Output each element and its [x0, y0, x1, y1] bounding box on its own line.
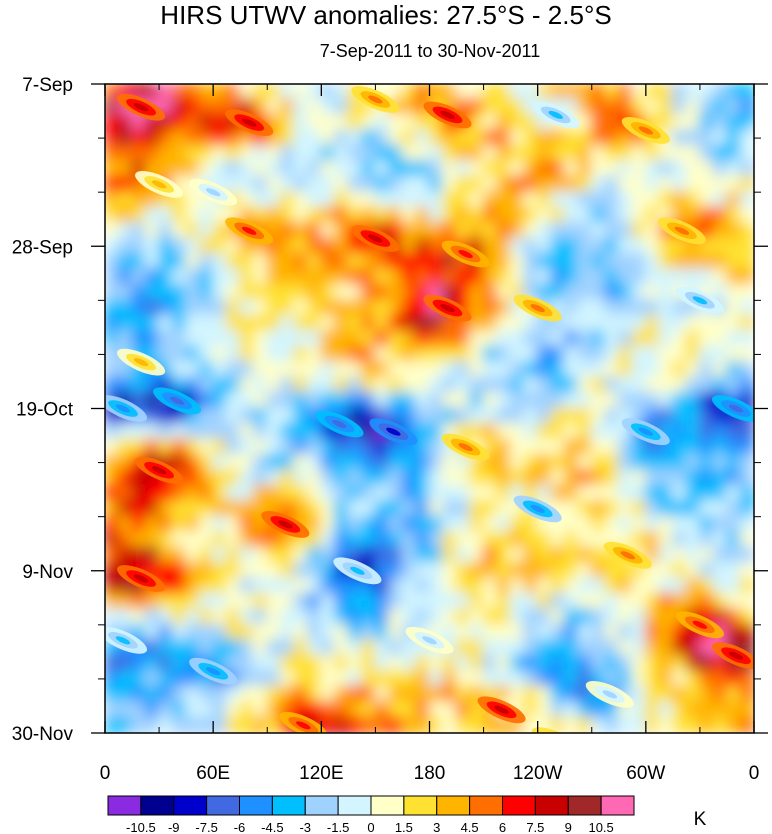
- anomaly-feature-36-level-2: [547, 735, 563, 746]
- anomaly-feature-0-level-2: [133, 103, 149, 112]
- anomaly-feature-27-level-2: [350, 566, 365, 575]
- chart-subtitle: 7-Sep-2011 to 30-Nov-2011: [319, 41, 541, 61]
- x-tick-label-5: 60W: [626, 763, 665, 784]
- colorbar-swatch-15: [600, 795, 635, 816]
- colorbar-label-2: -7.5: [195, 820, 217, 834]
- anomaly-field: [105, 84, 754, 733]
- colorbar-swatch-1: [140, 795, 175, 816]
- anomaly-feature-21-level-2: [638, 427, 654, 436]
- axes: 0 60E 120E 180 120W 60W 0 7-Sep 28-Sep 19-Oct 9-No…: [12, 75, 768, 784]
- colorbar-swatch-8: [370, 795, 405, 816]
- colorbar-swatch-13: [534, 795, 569, 816]
- x-tick-label-3: 180: [414, 763, 446, 784]
- colorbar: -10.5 -9 -7.5 -6 -4.5 -3 -1.5 0 1.5 3 4.5 6 7.5 9 10.5…: [107, 795, 707, 834]
- x-tick-label-0: 0: [100, 763, 111, 784]
- colorbar-units: K: [694, 809, 707, 830]
- anomaly-feature-37-level-2: [422, 636, 437, 645]
- anomaly-feature-30-level-2: [728, 651, 744, 660]
- anomaly-feature-34-level-2: [115, 636, 131, 645]
- anomaly-feature-10-level-2: [530, 304, 545, 313]
- anomaly-feature-19-level-2: [386, 427, 401, 436]
- colorbar-swatch-0: [107, 795, 142, 816]
- colorbar-label-9: 3: [433, 820, 440, 834]
- anomaly-feature-22-level-2: [151, 466, 167, 475]
- y-tick-label-0: 7-Sep: [22, 75, 73, 96]
- anomaly-feature-25-level-2: [458, 443, 473, 452]
- anomaly-feature-11-level-2: [692, 296, 708, 305]
- anomaly-features: [105, 86, 754, 746]
- colorbar-label-4: -4.5: [261, 820, 283, 834]
- colorbar-swatch-11: [469, 795, 504, 816]
- anomaly-feature-16-level-2: [169, 396, 185, 405]
- anomaly-feature-35-level-2: [602, 690, 618, 699]
- colorbar-swatch-6: [304, 795, 339, 816]
- x-tick-label-4: 120W: [513, 763, 563, 784]
- colorbar-label-0: -10.5: [126, 820, 156, 834]
- x-tick-label-1: 60E: [196, 763, 230, 784]
- anomaly-feature-7-level-2: [368, 234, 383, 243]
- colorbar-label-14: 10.5: [588, 820, 613, 834]
- colorbar-label-5: -3: [299, 820, 311, 834]
- anomaly-feature-15-level-2: [133, 358, 149, 367]
- y-tick-label-2: 19-Oct: [16, 400, 74, 421]
- colorbar-swatch-9: [403, 795, 438, 816]
- colorbar-label-3: -6: [234, 820, 246, 834]
- anomaly-feature-6-level-2: [241, 226, 257, 235]
- anomaly-feature-2-level-2: [368, 95, 383, 104]
- anomaly-feature-4-level-2: [548, 110, 563, 119]
- anomaly-feature-17-level-2: [115, 404, 131, 413]
- anomaly-feature-29-level-2: [692, 620, 708, 629]
- colorbar-label-13: 9: [565, 820, 572, 834]
- colorbar-swatch-3: [206, 795, 241, 816]
- colorbar-label-10: 4.5: [461, 820, 479, 834]
- colorbar-label-7: 0: [367, 820, 374, 834]
- anomaly-feature-32-level-2: [296, 721, 311, 730]
- anomaly-feature-8-level-2: [458, 249, 473, 259]
- colorbar-swatch-2: [173, 795, 208, 816]
- anomaly-feature-31-level-2: [494, 705, 509, 714]
- colorbar-label-1: -9: [168, 820, 180, 834]
- anomaly-feature-1-level-2: [241, 118, 257, 127]
- anomaly-feature-23-level-2: [278, 520, 293, 529]
- anomaly-feature-33-level-2: [205, 667, 221, 676]
- colorbar-swatch-10: [436, 795, 471, 816]
- colorbar-swatch-12: [502, 795, 536, 816]
- anomaly-feature-13-level-2: [151, 180, 167, 189]
- colorbar-label-8: 1.5: [395, 820, 413, 834]
- colorbar-swatch-14: [567, 795, 602, 816]
- anomaly-feature-3-level-2: [440, 110, 455, 119]
- y-tick-label-4: 30-Nov: [12, 724, 74, 745]
- y-tick-label-1: 28-Sep: [12, 237, 73, 258]
- colorbar-label-12: 7.5: [526, 820, 544, 834]
- anomaly-feature-24-level-2: [530, 504, 545, 513]
- chart-title: HIRS UTWV anomalies: 27.5°S - 2.5°S: [160, 0, 612, 30]
- colorbar-swatch-7: [337, 795, 372, 816]
- y-tick-label-3: 9-Nov: [22, 562, 73, 583]
- anomaly-feature-20-level-2: [728, 404, 744, 413]
- colorbar-swatch-4: [239, 795, 273, 816]
- anomaly-feature-9-level-2: [440, 304, 455, 313]
- x-tick-label-2: 120E: [299, 763, 343, 784]
- colorbar-label-11: 6: [499, 820, 506, 834]
- anomaly-feature-26-level-2: [133, 574, 149, 583]
- x-tick-label-6: 0: [749, 763, 760, 784]
- colorbar-label-6: -1.5: [327, 820, 349, 834]
- anomaly-feature-12-level-2: [205, 188, 221, 197]
- anomaly-feature-18-level-2: [332, 419, 347, 429]
- anomaly-feature-14-level-2: [674, 226, 690, 235]
- colorbar-swatch-5: [271, 795, 306, 816]
- anomaly-feature-5-level-2: [638, 126, 654, 135]
- anomaly-feature-28-level-2: [620, 551, 636, 560]
